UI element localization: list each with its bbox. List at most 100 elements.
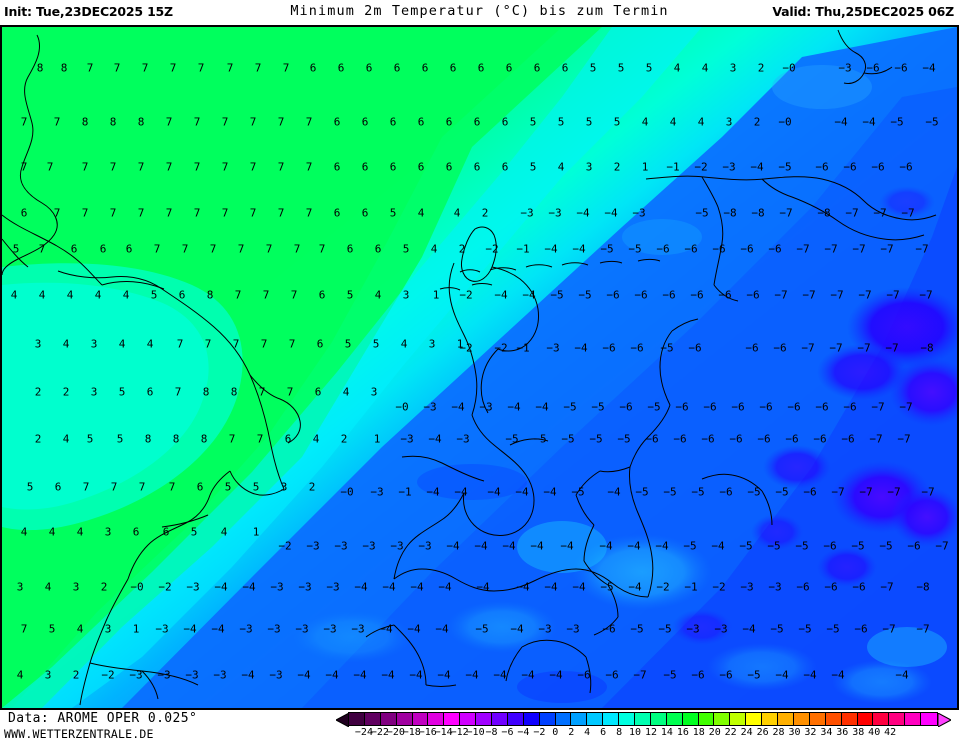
grid-value: 5	[389, 206, 397, 220]
grid-value: 7	[165, 160, 173, 174]
colorbar-tick-label: −8	[485, 727, 498, 738]
grid-value: 7	[20, 160, 28, 174]
grid-value: −7	[871, 400, 885, 414]
grid-value: 8	[36, 61, 44, 75]
grid-value: −6	[619, 400, 633, 414]
colorbar-tick-label: 20	[708, 727, 721, 738]
grid-value: 7	[249, 206, 257, 220]
grid-value: 6	[146, 385, 154, 399]
grid-value: 2	[100, 580, 108, 594]
grid-value: 3	[90, 337, 98, 351]
grid-value: −6	[785, 432, 799, 446]
grid-value: 4	[312, 432, 320, 446]
grid-value: −4	[742, 622, 756, 636]
grid-value: −4	[549, 668, 563, 682]
grid-value: −4	[711, 539, 725, 553]
grid-value: 7	[193, 206, 201, 220]
grid-value: −3	[213, 668, 227, 682]
grid-value: 7	[221, 160, 229, 174]
grid-value: −5	[663, 485, 677, 499]
grid-value: 4	[697, 115, 705, 129]
colorbar-swatch	[619, 713, 636, 725]
grid-value: −8	[916, 580, 930, 594]
grid-value: −4	[410, 580, 424, 594]
grid-value: −7	[921, 485, 935, 499]
grid-value: 6	[361, 160, 369, 174]
grid-value: −4	[297, 668, 311, 682]
grid-value: −3	[548, 206, 562, 220]
grid-value: −6	[815, 400, 829, 414]
grid-value: −4	[354, 580, 368, 594]
grid-value: 6	[318, 288, 326, 302]
grid-value: 5	[118, 385, 126, 399]
grid-value: −4	[543, 485, 557, 499]
grid-value: 7	[293, 242, 301, 256]
grid-value: −5	[851, 539, 865, 553]
grid-value: −3	[129, 668, 143, 682]
grid-value: −4	[604, 206, 618, 220]
grid-value: 4	[453, 206, 461, 220]
colorbar-tick-label: −6	[501, 727, 514, 738]
grid-value: −6	[866, 61, 880, 75]
grid-value: −6	[871, 160, 885, 174]
grid-value: 7	[318, 242, 326, 256]
grid-value: −6	[823, 539, 837, 553]
grid-value: 7	[137, 160, 145, 174]
grid-value: 7	[282, 61, 290, 75]
grid-value: 3	[104, 622, 112, 636]
grid-value: −4	[493, 668, 507, 682]
grid-value: −0	[340, 485, 354, 499]
grid-value: 7	[288, 337, 296, 351]
valid-time-label: Valid: Thu,25DEC2025 06Z	[772, 4, 954, 19]
grid-value: −7	[919, 288, 933, 302]
colorbar-strip[interactable]	[348, 712, 938, 726]
grid-value: 6	[561, 61, 569, 75]
grid-value: 3	[104, 525, 112, 539]
colorbar-swatch	[587, 713, 604, 725]
grid-value: −6	[712, 242, 726, 256]
grid-value: −6	[602, 341, 616, 355]
grid-value: −4	[576, 206, 590, 220]
grid-value: −5	[591, 400, 605, 414]
color-scale-bar[interactable]	[334, 712, 953, 728]
grid-value: −4	[521, 668, 535, 682]
grid-value: 3	[90, 385, 98, 399]
grid-value: −3	[298, 580, 312, 594]
grid-value: −3	[423, 400, 437, 414]
colorbar-swatch	[746, 713, 763, 725]
grid-value: 7	[234, 288, 242, 302]
colorbar-tick-label: 2	[568, 727, 575, 738]
grid-value: 6	[501, 115, 509, 129]
grid-value: −1	[666, 160, 680, 174]
grid-value: −6	[605, 668, 619, 682]
grid-value: 7	[286, 385, 294, 399]
grid-value: 6	[132, 525, 140, 539]
grid-value: 8	[109, 115, 117, 129]
grid-value: 8	[206, 288, 214, 302]
grid-value: −3	[838, 61, 852, 75]
grid-value: 4	[122, 288, 130, 302]
grid-value: 7	[197, 61, 205, 75]
temperature-map[interactable]: 8 8 7 7 7 7 7 7 7 7 6 6 6 6 6 6 6 6 6 6 5 5 5 4 4 3 2 −0 −3 −6 −6 −4 7 7 8…	[0, 25, 959, 710]
grid-value: 5	[86, 432, 94, 446]
grid-value: −7	[873, 206, 887, 220]
grid-value: −6	[719, 668, 733, 682]
colorbar-tick-label: 6	[600, 727, 607, 738]
grid-value: 5	[344, 337, 352, 351]
grid-value: 4	[76, 622, 84, 636]
grid-value: −6	[606, 288, 620, 302]
grid-value: 4	[16, 668, 24, 682]
grid-value: −5	[600, 242, 614, 256]
grid-value: 2	[613, 160, 621, 174]
grid-value: −7	[935, 539, 949, 553]
grid-value: 2	[753, 115, 761, 129]
grid-value: −7	[824, 242, 838, 256]
grid-value: −2	[485, 242, 499, 256]
grid-value: −6	[787, 400, 801, 414]
grid-value: 4	[146, 337, 154, 351]
grid-value: −4	[494, 288, 508, 302]
grid-value: 4	[20, 525, 28, 539]
grid-value: 6	[178, 288, 186, 302]
grid-value: −4	[435, 622, 449, 636]
grid-value: −4	[535, 400, 549, 414]
